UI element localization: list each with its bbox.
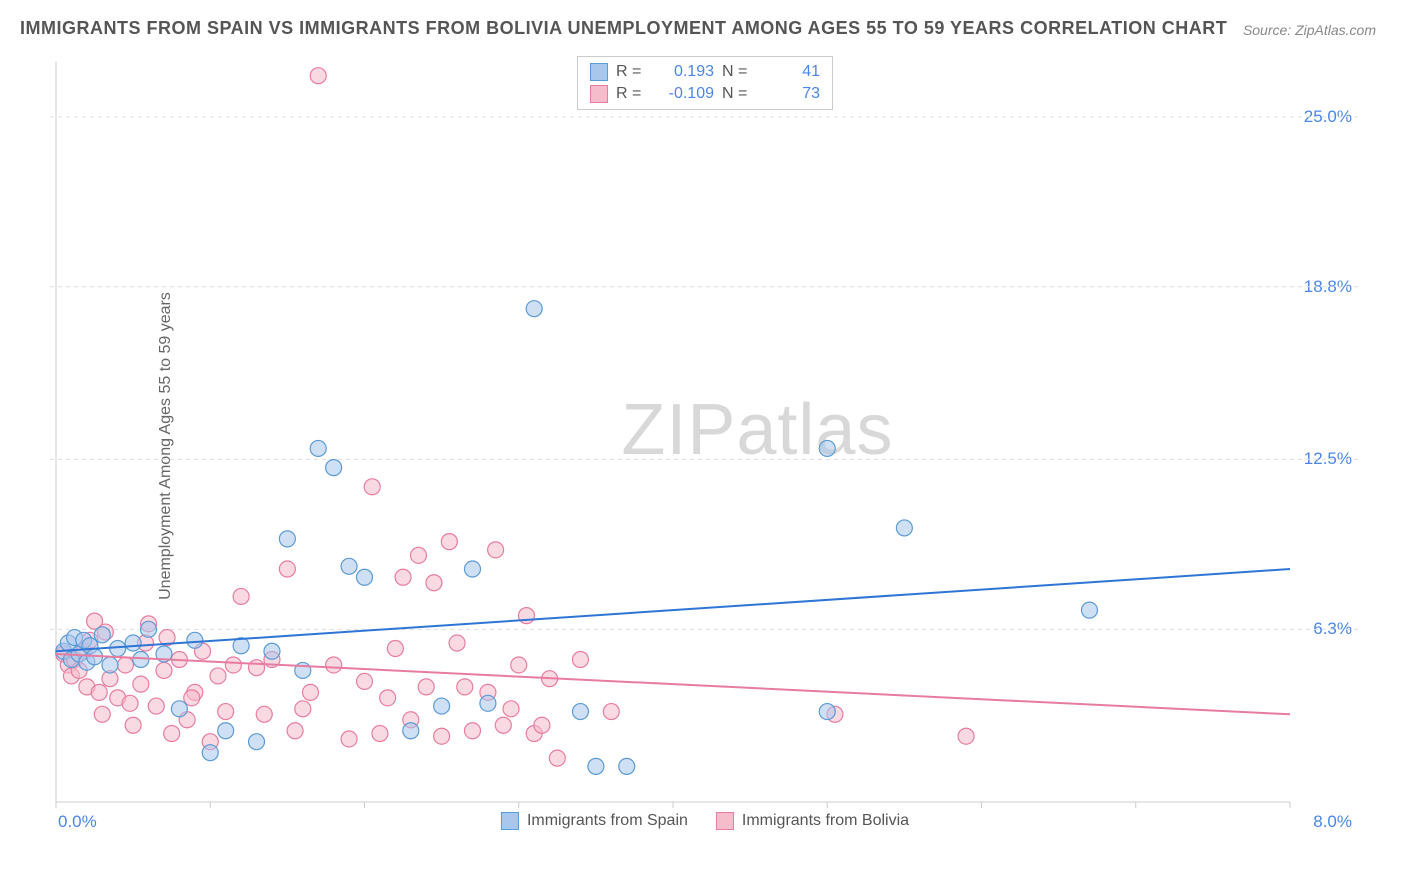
legend-n-label: N =	[722, 85, 752, 103]
legend-row-bolivia: R = -0.109 N = 73	[590, 83, 820, 105]
source-label: Source: ZipAtlas.com	[1243, 22, 1376, 38]
legend-r-label: R =	[616, 85, 646, 103]
chart-svg	[50, 56, 1360, 836]
legend-label-spain: Immigrants from Spain	[527, 812, 688, 830]
legend-correlation: R = 0.193 N = 41 R = -0.109 N = 73	[577, 56, 833, 110]
legend-r-value-spain: 0.193	[654, 63, 714, 81]
legend-swatch-bolivia	[590, 85, 608, 103]
legend-r-label: R =	[616, 63, 646, 81]
legend-n-value-bolivia: 73	[760, 85, 820, 103]
legend-swatch-spain	[590, 63, 608, 81]
legend-label-bolivia: Immigrants from Bolivia	[742, 812, 909, 830]
legend-swatch-bolivia	[716, 812, 734, 830]
legend-n-label: N =	[722, 63, 752, 81]
chart-title: IMMIGRANTS FROM SPAIN VS IMMIGRANTS FROM…	[20, 18, 1227, 39]
legend-swatch-spain	[501, 812, 519, 830]
legend-row-spain: R = 0.193 N = 41	[590, 61, 820, 83]
legend-item-spain: Immigrants from Spain	[501, 812, 688, 830]
legend-series: Immigrants from Spain Immigrants from Bo…	[501, 812, 909, 830]
legend-n-value-spain: 41	[760, 63, 820, 81]
legend-r-value-bolivia: -0.109	[654, 85, 714, 103]
plot-area: ZIPatlas R = 0.193 N = 41 R = -0.109 N =…	[50, 56, 1360, 836]
legend-item-bolivia: Immigrants from Bolivia	[716, 812, 909, 830]
